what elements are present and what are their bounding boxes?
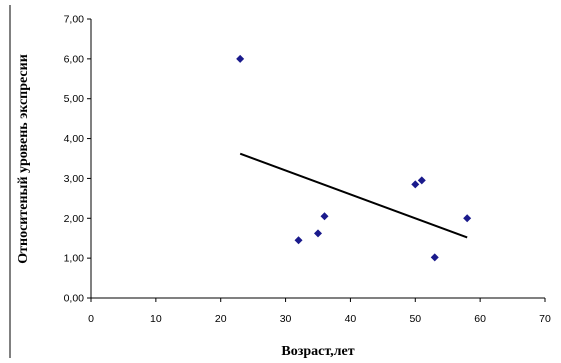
y-axis: 0,00 1,00 2,00 3,00 4,00 5,00 6,00 7,00 (64, 14, 92, 305)
x-axis-title: Возраст,лет (281, 344, 354, 359)
x-tick-label: 70 (539, 313, 551, 325)
y-tick-label: 5,00 (64, 93, 85, 105)
data-point (417, 176, 426, 185)
y-axis-title: Относитеный уровень экспресии (16, 54, 31, 264)
y-tick-label: 1,00 (64, 253, 85, 265)
y-tick-label: 2,00 (64, 213, 85, 225)
data-point (463, 214, 472, 223)
trendline (239, 152, 468, 239)
x-tick-label: 30 (280, 313, 292, 325)
y-tick-label: 6,00 (64, 53, 85, 65)
data-points (236, 54, 472, 262)
y-tick-label: 7,00 (64, 14, 85, 26)
y-tick-label: 3,00 (64, 173, 85, 185)
x-axis: 0 10 20 30 40 50 60 70 (88, 297, 551, 325)
x-tick-label: 60 (474, 313, 486, 325)
data-point (314, 229, 322, 238)
data-point (294, 236, 303, 245)
x-tick-label: 0 (88, 313, 94, 325)
data-point (236, 54, 245, 63)
data-point (430, 253, 439, 262)
x-tick-label: 40 (345, 313, 357, 325)
y-tick-label: 0,00 (64, 293, 85, 305)
data-point (411, 180, 420, 189)
x-tick-label: 10 (150, 313, 162, 325)
y-tick-label: 4,00 (64, 133, 85, 145)
trendline-layer (239, 152, 468, 239)
x-tick-label: 50 (409, 313, 421, 325)
data-point (320, 212, 329, 221)
x-tick-label: 20 (215, 313, 227, 325)
